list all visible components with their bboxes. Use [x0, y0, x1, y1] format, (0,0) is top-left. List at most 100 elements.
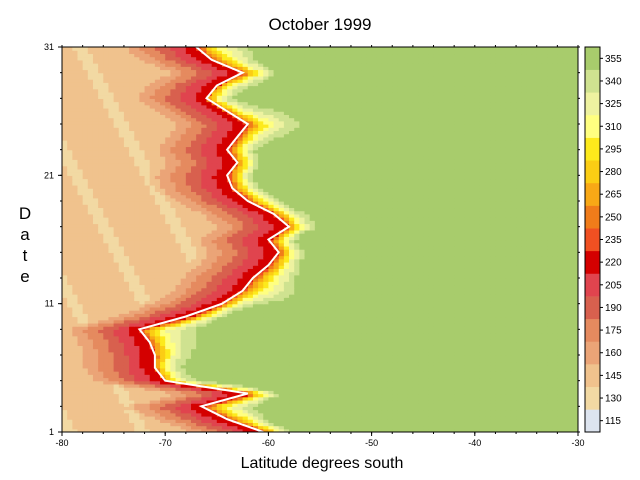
contour-cell [263, 415, 269, 420]
contour-cell [572, 396, 578, 401]
contour-cell [201, 380, 208, 385]
contour-cell [557, 338, 564, 343]
contour-cell [557, 281, 564, 286]
contour-cell [185, 294, 192, 298]
contour-cell [160, 338, 166, 343]
contour-cell [335, 342, 342, 346]
contour-cell [350, 287, 357, 292]
contour-cell [449, 345, 455, 350]
contour-cell [361, 300, 368, 305]
contour-cell [320, 326, 326, 330]
contour-cell [521, 415, 527, 420]
contour-cell [459, 419, 466, 423]
contour-cell [366, 367, 373, 372]
contour-cell [273, 326, 280, 330]
contour-cell [423, 425, 429, 430]
contour-cell [165, 409, 171, 414]
contour-cell [371, 297, 378, 302]
contour-cell [82, 387, 89, 391]
contour-cell [552, 274, 558, 279]
contour-cell [412, 371, 419, 375]
contour-cell [495, 355, 502, 359]
contour-cell [98, 332, 104, 337]
contour-cell [412, 403, 419, 407]
contour-cell [206, 332, 213, 337]
contour-cell [397, 316, 404, 321]
contour-cell [516, 396, 522, 401]
contour-cell [557, 271, 564, 276]
contour-cell [103, 287, 110, 292]
contour-cell [474, 329, 481, 334]
contour-cell [92, 297, 99, 302]
contour-cell [180, 294, 187, 298]
contour-cell [474, 371, 481, 375]
contour-cell [510, 322, 517, 327]
contour-cell [263, 348, 269, 353]
contour-cell [361, 406, 368, 411]
contour-cell [175, 412, 182, 417]
contour-cell [325, 377, 331, 382]
contour-cell [433, 355, 440, 359]
contour-cell [206, 383, 213, 388]
contour-cell [103, 406, 110, 411]
contour-cell [191, 278, 197, 282]
contour-cell [490, 387, 497, 391]
contour-cell [443, 364, 450, 369]
contour-cell [526, 332, 533, 337]
contour-cell [449, 412, 455, 417]
contour-cell [314, 290, 321, 295]
contour-cell [557, 415, 564, 420]
contour-cell [464, 326, 471, 330]
contour-cell [557, 425, 564, 430]
contour-cell [247, 367, 254, 372]
contour-cell [376, 371, 383, 375]
contour-cell [371, 335, 378, 340]
contour-cell [314, 338, 321, 343]
contour-cell [103, 419, 110, 423]
contour-cell [371, 326, 378, 330]
contour-cell [113, 316, 120, 321]
contour-cell [443, 326, 450, 330]
contour-cell [443, 355, 450, 359]
contour-cell [211, 326, 218, 330]
contour-cell [273, 306, 280, 311]
contour-cell [536, 284, 543, 289]
contour-cell [485, 364, 491, 369]
contour-cell [304, 396, 311, 401]
contour-cell [67, 281, 73, 286]
contour-cell [464, 415, 471, 420]
contour-cell [170, 351, 177, 356]
contour-cell [356, 319, 362, 324]
contour-cell [474, 345, 481, 350]
contour-cell [309, 393, 316, 398]
contour-cell [500, 342, 507, 346]
contour-cell [521, 409, 527, 414]
contour-cell [247, 281, 254, 286]
contour-cell [263, 374, 269, 379]
contour-cell [572, 300, 578, 305]
contour-cell [170, 399, 177, 404]
contour-cell [294, 306, 300, 311]
contour-cell [82, 412, 89, 417]
contour-cell [196, 422, 202, 427]
contour-cell [320, 367, 326, 372]
contour-cell [407, 287, 414, 292]
contour-cell [423, 310, 429, 314]
contour-cell [62, 329, 68, 334]
contour-cell [505, 361, 512, 366]
contour-cell [459, 313, 466, 318]
contour-cell [129, 297, 135, 302]
contour-cell [423, 319, 429, 324]
contour-cell [299, 319, 306, 324]
contour-cell [108, 367, 115, 372]
contour-cell [289, 271, 295, 276]
contour-cell [376, 367, 383, 372]
contour-cell [350, 319, 357, 324]
contour-cell [428, 361, 435, 366]
contour-cell [118, 406, 125, 411]
contour-cell [247, 326, 254, 330]
contour-cell [320, 396, 326, 401]
contour-cell [557, 342, 564, 346]
contour-cell [299, 387, 306, 391]
contour-cell [407, 348, 414, 353]
